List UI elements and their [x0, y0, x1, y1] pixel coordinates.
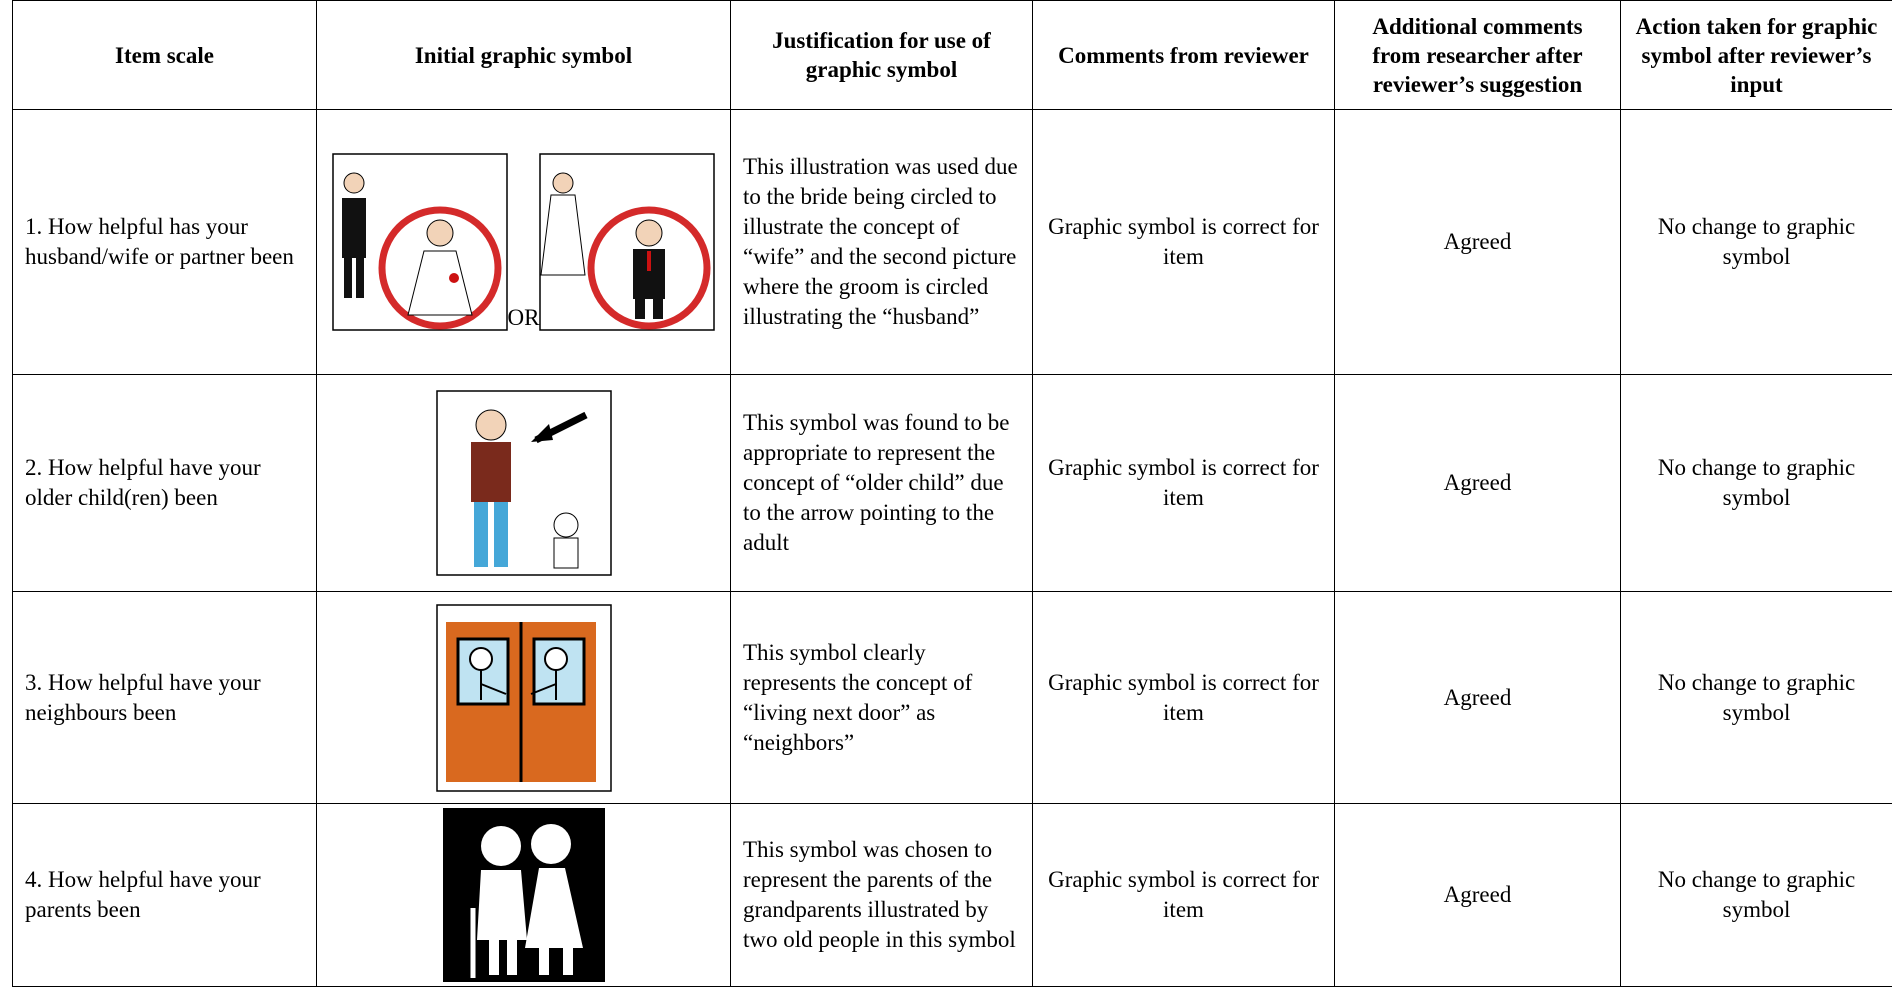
- header-cell: Initial graphic symbol: [317, 1, 731, 110]
- older-child-symbol: [436, 390, 612, 576]
- additional-cell: Agreed: [1335, 110, 1621, 375]
- comment-cell: Graphic symbol is correct for item: [1033, 592, 1335, 804]
- item-cell: 1. How helpful has your husband/wife or …: [13, 110, 317, 375]
- symbol-cell: OR: [317, 110, 731, 375]
- symbol-cell: [317, 375, 731, 592]
- justification-cell: This illustration was used due to the br…: [731, 110, 1033, 375]
- review-table: Item scale Initial graphic symbol Justif…: [12, 0, 1892, 987]
- symbol-cell: [317, 804, 731, 987]
- table-row: 1. How helpful has your husband/wife or …: [13, 110, 1892, 375]
- wife-symbol: [332, 153, 508, 331]
- neighbours-symbol: [436, 604, 612, 792]
- item-cell: 2. How helpful have your older child(ren…: [13, 375, 317, 592]
- item-cell: 4. How helpful have your parents been: [13, 804, 317, 987]
- header-cell: Justification for use of graphic symbol: [731, 1, 1033, 110]
- justification-cell: This symbol was found to be appropriate …: [731, 375, 1033, 592]
- husband-symbol: [539, 153, 715, 331]
- justification-cell: This symbol clearly represents the conce…: [731, 592, 1033, 804]
- symbol-pair: OR: [321, 153, 726, 331]
- header-cell: Comments from reviewer: [1033, 1, 1335, 110]
- action-cell: No change to graphic symbol: [1621, 110, 1892, 375]
- symbol-cell: [317, 592, 731, 804]
- justification-cell: This symbol was chosen to represent the …: [731, 804, 1033, 987]
- item-cell: 3. How helpful have your neighbours been: [13, 592, 317, 804]
- header-row: Item scale Initial graphic symbol Justif…: [13, 1, 1892, 110]
- header-cell: Additional comments from researcher afte…: [1335, 1, 1621, 110]
- action-cell: No change to graphic symbol: [1621, 592, 1892, 804]
- parents-symbol: [443, 808, 605, 982]
- comment-cell: Graphic symbol is correct for item: [1033, 804, 1335, 987]
- table-row: 3. How helpful have your neighbours been…: [13, 592, 1892, 804]
- action-cell: No change to graphic symbol: [1621, 375, 1892, 592]
- additional-cell: Agreed: [1335, 375, 1621, 592]
- additional-cell: Agreed: [1335, 592, 1621, 804]
- table-row: 2. How helpful have your older child(ren…: [13, 375, 1892, 592]
- header-cell: Item scale: [13, 1, 317, 110]
- action-cell: No change to graphic symbol: [1621, 804, 1892, 987]
- table-row: 4. How helpful have your parents been Th…: [13, 804, 1892, 987]
- comment-cell: Graphic symbol is correct for item: [1033, 375, 1335, 592]
- header-cell: Action taken for graphic symbol after re…: [1621, 1, 1892, 110]
- comment-cell: Graphic symbol is correct for item: [1033, 110, 1335, 375]
- or-text: OR: [508, 306, 540, 329]
- additional-cell: Agreed: [1335, 804, 1621, 987]
